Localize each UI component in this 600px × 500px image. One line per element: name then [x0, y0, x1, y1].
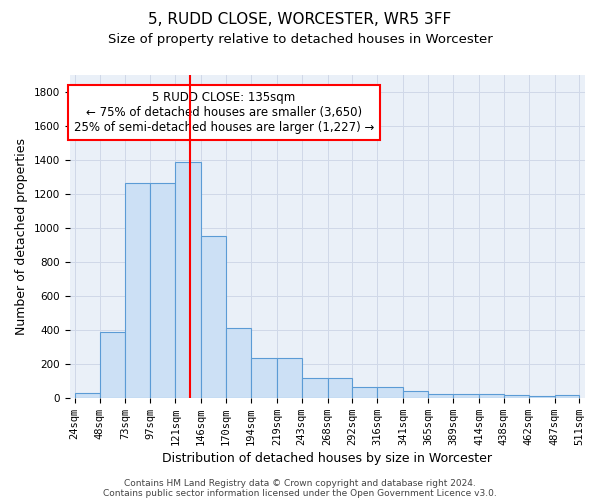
Y-axis label: Number of detached properties: Number of detached properties — [15, 138, 28, 335]
Text: 5 RUDD CLOSE: 135sqm
← 75% of detached houses are smaller (3,650)
25% of semi-de: 5 RUDD CLOSE: 135sqm ← 75% of detached h… — [74, 91, 374, 134]
Bar — [453, 394, 479, 398]
Bar — [352, 387, 377, 398]
Bar — [328, 378, 352, 398]
Bar — [125, 183, 151, 398]
Bar — [75, 392, 100, 398]
Bar — [151, 183, 175, 398]
Bar — [251, 358, 277, 398]
Bar — [201, 236, 226, 398]
Bar — [428, 394, 453, 398]
Bar — [554, 396, 580, 398]
Bar — [529, 396, 554, 398]
Bar — [175, 162, 201, 398]
Bar — [226, 328, 251, 398]
Text: Contains public sector information licensed under the Open Government Licence v3: Contains public sector information licen… — [103, 488, 497, 498]
Text: 5, RUDD CLOSE, WORCESTER, WR5 3FF: 5, RUDD CLOSE, WORCESTER, WR5 3FF — [148, 12, 452, 28]
Bar — [504, 396, 529, 398]
Text: Size of property relative to detached houses in Worcester: Size of property relative to detached ho… — [107, 32, 493, 46]
Bar — [377, 387, 403, 398]
Text: Contains HM Land Registry data © Crown copyright and database right 2024.: Contains HM Land Registry data © Crown c… — [124, 478, 476, 488]
Bar — [479, 394, 504, 398]
Bar — [302, 378, 328, 398]
Bar — [403, 391, 428, 398]
Bar — [100, 332, 125, 398]
Bar — [277, 358, 302, 398]
X-axis label: Distribution of detached houses by size in Worcester: Distribution of detached houses by size … — [162, 452, 492, 465]
